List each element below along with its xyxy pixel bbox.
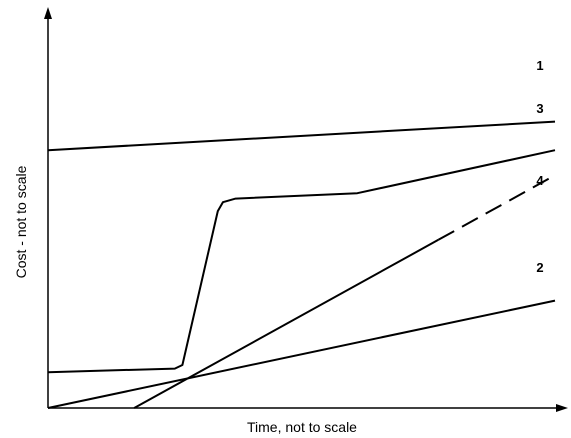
series-label-group: 1 2 3 4 [536,58,544,275]
series-4-line-solid [133,238,439,409]
series-2-label: 2 [536,260,543,275]
y-axis-title: Cost - not to scale [13,165,29,278]
series-4-label: 4 [536,173,544,188]
series-3-label: 3 [536,101,543,116]
series-2-line [47,299,556,409]
x-axis-arrowhead [556,404,568,412]
series-4-line-dashed [437,174,556,241]
y-axis-arrowhead [44,7,52,19]
axes [44,7,568,412]
x-axis-title: Time, not to scale [247,419,357,435]
series-1-label: 1 [536,58,543,73]
series-1-line [47,120,556,152]
series-3-line [47,149,556,374]
series-group [47,120,556,409]
